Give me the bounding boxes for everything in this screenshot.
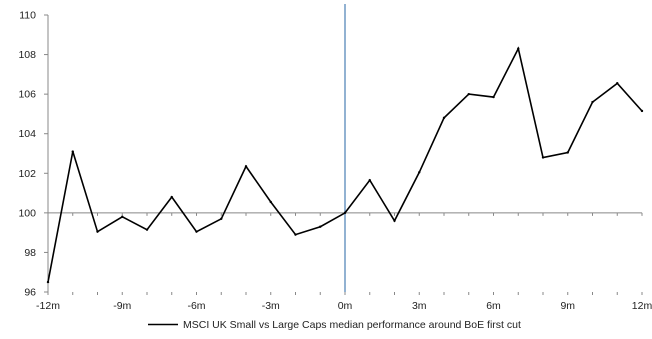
x-tick-label: 12m xyxy=(632,300,652,312)
data-point xyxy=(640,109,644,113)
x-tick-label: -6m xyxy=(187,300,205,312)
y-tick-label: 102 xyxy=(18,168,36,180)
y-tick-label: 110 xyxy=(19,10,36,22)
data-point xyxy=(492,95,495,99)
data-point xyxy=(566,151,569,154)
y-axis: 96 98 100 102 104 106 108 110 xyxy=(18,10,49,299)
data-point xyxy=(195,230,198,233)
x-tick-label: 3m xyxy=(412,300,427,312)
x-tick-label: -9m xyxy=(113,300,131,312)
y-tick-label: 108 xyxy=(18,49,36,61)
data-point xyxy=(71,150,74,153)
data-point xyxy=(442,116,446,120)
data-point xyxy=(170,195,173,199)
data-point xyxy=(591,100,594,104)
data-point xyxy=(220,217,223,220)
x-tick-label: 9m xyxy=(560,300,575,312)
x-tick-label: -3m xyxy=(262,300,280,312)
data-point xyxy=(46,280,50,284)
data-point xyxy=(269,200,272,204)
data-point xyxy=(294,233,297,236)
x-axis: -12m -9m -6m -3m 0m 3m 6m 9m 12m xyxy=(36,292,652,312)
data-point xyxy=(96,230,99,233)
x-tick-label: -12m xyxy=(36,300,60,312)
data-point xyxy=(541,156,545,159)
legend: MSCI UK Small vs Large Caps median perfo… xyxy=(148,319,521,331)
data-point xyxy=(393,219,396,222)
y-tick-label: 100 xyxy=(18,207,36,219)
data-point xyxy=(121,215,124,219)
data-point xyxy=(343,211,347,215)
data-point xyxy=(244,165,248,168)
y-tick-label: 96 xyxy=(24,287,36,299)
data-point xyxy=(145,228,149,231)
data-point xyxy=(517,47,520,50)
y-tick-label: 98 xyxy=(24,247,36,259)
legend-label: MSCI UK Small vs Large Caps median perfo… xyxy=(183,319,521,331)
x-tick-label: 6m xyxy=(486,300,501,312)
data-point xyxy=(418,171,421,174)
data-point xyxy=(368,179,371,182)
y-tick-label: 106 xyxy=(18,89,36,101)
data-point xyxy=(319,225,322,228)
y-tick-label: 104 xyxy=(18,128,36,140)
series-layer xyxy=(46,46,644,284)
data-point xyxy=(616,82,619,85)
x-tick-label: 0m xyxy=(338,300,353,312)
data-point xyxy=(467,92,470,96)
